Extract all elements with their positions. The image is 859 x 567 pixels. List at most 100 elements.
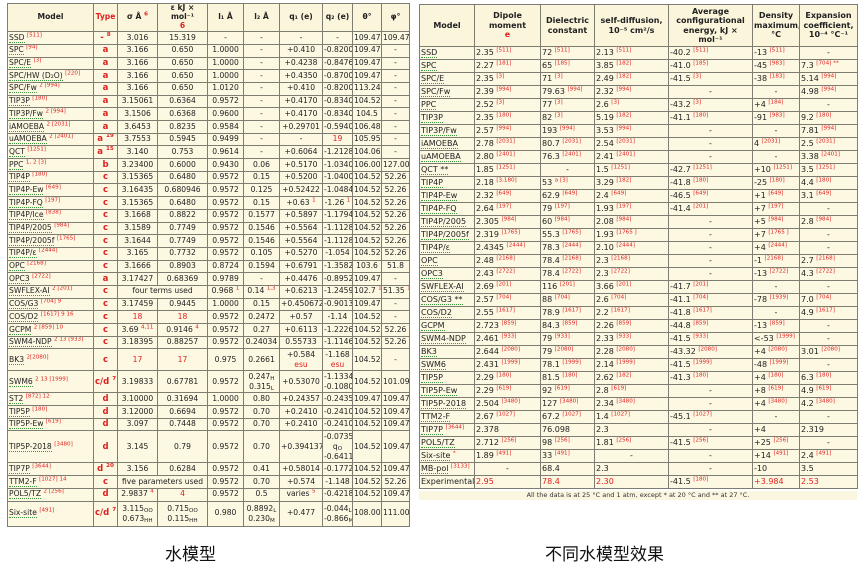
model-name-cell[interactable]: SPC/HW (D₂O) [220] [7, 69, 94, 83]
model-name-cell[interactable]: TIP4P/2005 [984] [7, 221, 94, 236]
model-name-cell[interactable]: MB-pol [3133] [419, 462, 475, 476]
model-name-cell[interactable]: POL5/TZ [419, 436, 475, 450]
model-name-cell[interactable]: COS/D2 [1617] 9 16 [7, 310, 94, 324]
model-name-cell[interactable]: SPC/E [419, 72, 475, 86]
model-name-cell[interactable]: SWM4-NDP 2 13 [933] [7, 335, 94, 350]
model-name-cell[interactable]: PPC [419, 98, 475, 112]
model-name-cell[interactable]: OPC [419, 254, 475, 268]
cell-value: 0.9430 [212, 159, 239, 169]
model-name-cell[interactable]: SPC [94] [7, 43, 94, 58]
model-name-cell[interactable]: ST2 [872] 12 [7, 392, 94, 407]
cell-value: -1.11466 [324, 337, 352, 347]
model-name-cell[interactable]: TIP4P/2005f [1765] [7, 234, 94, 248]
model-name-cell[interactable]: COS/G3 [704] 9 [7, 297, 94, 312]
data-cell: 7.81 [994] [799, 124, 858, 138]
model-name-cell[interactable]: TIP5P-Ew [419, 384, 475, 398]
model-name-cell[interactable]: SWM4-NDP [419, 332, 475, 346]
model-name-cell[interactable]: OPC3 [419, 267, 475, 281]
model-name-cell[interactable]: TIP3P/Fw 2 [994] [7, 107, 94, 121]
model-name-cell[interactable]: TIP3P [180] [7, 94, 94, 109]
cell-value: c/d [95, 376, 110, 387]
data-cell: 3.1589 [117, 221, 158, 236]
model-name-cell[interactable]: SPC/E [3] [7, 56, 94, 71]
table-row: TIP4P/2005f 2.319 [1765] 55.3 [1765] 1.93 [… [419, 228, 858, 242]
model-name-cell[interactable]: Six-site [491] [7, 500, 94, 527]
model-name-cell[interactable]: TIP5P-2018 [419, 397, 475, 411]
cell-value: 3.69 [121, 324, 139, 334]
model-name-cell[interactable]: TIP3P/Fw [419, 124, 475, 138]
model-name-cell[interactable]: GCPM 2 [859] 10 [7, 323, 94, 337]
model-name-cell[interactable]: TIP5P-2018 [3480] [7, 430, 94, 464]
model-name-cell[interactable]: TIP5P [419, 371, 475, 385]
model-name-cell[interactable]: OPC3 [2722] [7, 272, 94, 286]
cell-value: - [100, 32, 104, 43]
data-cell: -0.42188 [322, 487, 353, 502]
model-name-cell[interactable]: TIP4P/ε [2444] [7, 246, 94, 261]
model-name-cell[interactable]: TIP4P [419, 176, 475, 190]
reference-superscript: [511] [496, 47, 512, 54]
reference-superscript: [491] [554, 450, 570, 457]
model-name-cell[interactable]: TIP4P/2005f [419, 228, 475, 242]
model-name-cell[interactable]: TIP4P/2005 [419, 215, 475, 229]
model-name-cell[interactable]: SWFLEX-AI 2 [201] [7, 284, 94, 299]
model-name-cell[interactable]: POL5/TZ 2 [256] [7, 487, 94, 502]
model-name-cell[interactable]: TIP4P [180] [7, 170, 94, 185]
model-name-cell[interactable]: TIP4P/Ice [838] [7, 208, 94, 223]
model-name-cell[interactable]: OPC [2168] [7, 259, 94, 274]
model-name-cell[interactable]: Six-site * [419, 449, 475, 463]
model-name-cell[interactable]: TIP4P-FQ [419, 202, 475, 216]
data-cell: -1.11466 [322, 335, 353, 350]
model-name-cell[interactable]: TTM2-F [1027] 14 [7, 475, 94, 489]
table-row: MB-pol [3133] -68.4 2.3- -10 3.5 [419, 462, 858, 476]
model-name-cell[interactable]: TIP5P [180] [7, 405, 94, 419]
model-name-cell[interactable]: TIP5P-Ew [619] [7, 417, 94, 432]
model-name-cell[interactable]: uAMOEBA [419, 150, 475, 164]
model-name-cell[interactable]: TIP4P/ε [419, 241, 475, 255]
model-name-cell[interactable]: uAMOEBA 2 [2401] [7, 132, 94, 147]
data-cell: +0.6213 [279, 284, 323, 299]
model-name-cell[interactable]: SSD [511] [7, 31, 94, 45]
cell-value: 0.9572 [212, 476, 239, 486]
model-link: TIP5P-Ew [421, 385, 458, 396]
data-cell: 102.7 1 [352, 284, 382, 299]
model-name-cell[interactable]: TIP4P-Ew [649] [7, 183, 94, 198]
model-name-cell[interactable]: SPC [419, 59, 475, 73]
model-name-cell[interactable]: SWM6 2 13 [1999] [7, 370, 94, 394]
cell-value: -0.8200 [324, 45, 353, 55]
model-name-cell[interactable]: SWM6 [419, 358, 475, 372]
model-name-cell[interactable]: QCT ** [419, 163, 475, 177]
reference-superscript: [994] [821, 73, 837, 80]
model-name-cell[interactable]: BK3 2[2080] [7, 348, 94, 372]
header-label: Dipole moment [488, 11, 527, 30]
model-name-cell[interactable]: TIP4P-Ew [419, 189, 475, 203]
model-name-cell[interactable]: BK3 [419, 345, 475, 359]
cell-value: 3.17427 [121, 273, 154, 283]
model-name-cell[interactable]: COS/D2 [419, 306, 475, 320]
data-cell: 109.47 [381, 405, 410, 419]
model-name-cell[interactable]: GCPM [419, 319, 475, 333]
model-name-cell[interactable]: PPC 1, 2 [3] [7, 158, 94, 172]
data-cell: 0.247H 0.315L [243, 370, 280, 394]
reference-superscript: [2080] [768, 346, 787, 353]
model-name-cell[interactable]: TIP7P [3644] [7, 462, 94, 477]
reference-superscript: [256] [616, 437, 632, 444]
model-name-cell[interactable]: COS/G3 ** [419, 293, 475, 307]
data-cell: +0.4476 [279, 272, 323, 286]
model-name-cell[interactable]: TIP7P [3644] [419, 423, 475, 437]
table-row: TIP5P-2018 2.504 [3480] 127 [3480] 2.34 [34… [419, 397, 858, 411]
model-name-cell[interactable]: TIP3P [419, 111, 475, 125]
model-name-cell[interactable]: SPC/Fw [419, 85, 475, 99]
model-name-cell[interactable]: iAMOEBA [419, 137, 475, 151]
model-name-cell[interactable]: iAMOEBA 2 [2031] [7, 120, 94, 134]
reference-superscript: 8 [106, 31, 111, 38]
cell-value: 104.52 [354, 223, 381, 233]
model-name-cell[interactable]: SWFLEX-AI [419, 280, 475, 294]
reference-superscript: [2080] [616, 346, 635, 353]
model-name-cell[interactable]: QCT [1251] [7, 145, 94, 160]
model-name-cell[interactable]: TIP4P-FQ [197] [7, 196, 94, 210]
model-name-cell[interactable]: SSD [419, 46, 475, 60]
data-cell: 2.34 [3480] [594, 397, 669, 411]
model-name-cell[interactable]: SPC/Fw 2 [994] [7, 81, 94, 96]
model-link: COS/G3 [9, 299, 39, 310]
model-name-cell[interactable]: TTM2-F [419, 410, 475, 424]
